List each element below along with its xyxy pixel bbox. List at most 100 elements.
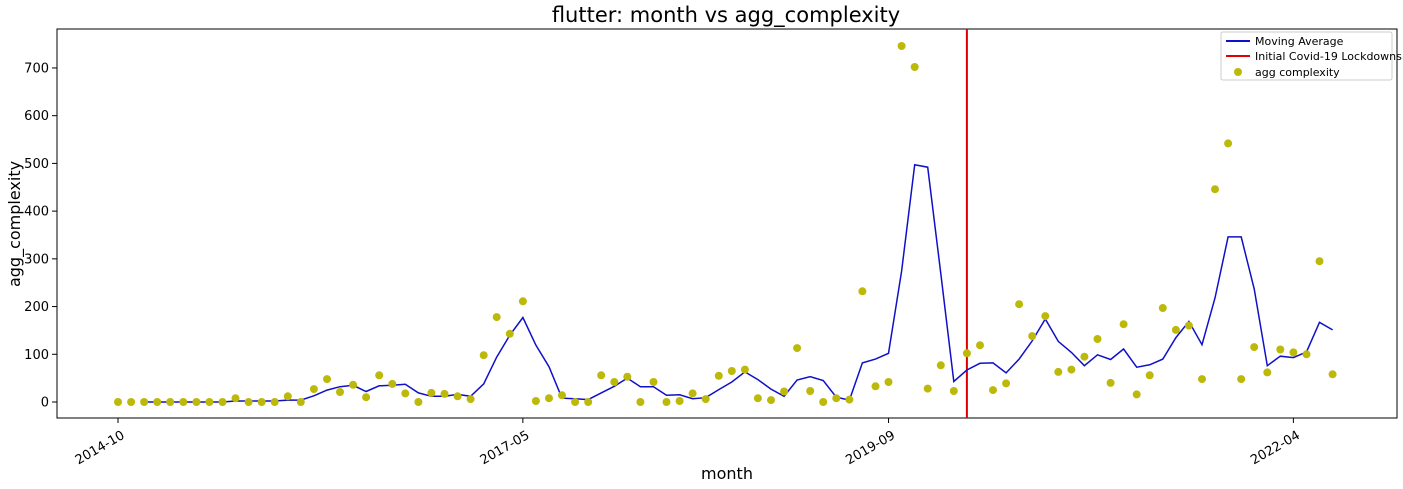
scatter-point bbox=[1250, 343, 1259, 352]
scatter-point bbox=[571, 398, 580, 406]
scatter-point bbox=[923, 384, 932, 393]
legend-box bbox=[1220, 31, 1393, 81]
y-tick-label: 500 bbox=[24, 157, 49, 172]
scatter-point bbox=[897, 42, 906, 50]
y-tick-label: 400 bbox=[24, 205, 49, 220]
scatter-point bbox=[636, 398, 645, 406]
scatter-point bbox=[1328, 370, 1337, 379]
x-tick-label: 2022-04 bbox=[1248, 428, 1303, 468]
scatter-point bbox=[584, 398, 593, 406]
scatter-point bbox=[623, 372, 632, 381]
scatter-point bbox=[688, 389, 697, 398]
scatter-point bbox=[1145, 371, 1154, 380]
scatter-point bbox=[1080, 352, 1089, 361]
scatter-point bbox=[753, 394, 762, 403]
scatter-point bbox=[649, 378, 658, 386]
scatter-point bbox=[231, 394, 240, 403]
scatter-point bbox=[793, 344, 802, 353]
scatter-point bbox=[179, 398, 188, 406]
scatter-point bbox=[205, 398, 214, 406]
scatter-point bbox=[479, 351, 488, 360]
scatter-point bbox=[414, 398, 423, 406]
scatter-point bbox=[871, 382, 880, 391]
scatter-point bbox=[492, 313, 501, 322]
scatter-point bbox=[740, 365, 749, 374]
scatter-point bbox=[114, 398, 122, 406]
scatter-point bbox=[336, 388, 344, 396]
legend-moving-average-label: Moving Average bbox=[1255, 35, 1344, 48]
x-tick-label: 2014-10 bbox=[73, 428, 128, 468]
scatter-point bbox=[884, 378, 893, 386]
scatter-point bbox=[531, 397, 540, 405]
scatter-point bbox=[401, 389, 410, 398]
scatter-point bbox=[1119, 320, 1128, 329]
scatter-point bbox=[1041, 312, 1050, 321]
chart-title: flutter: month vs agg_complexity bbox=[552, 3, 900, 28]
scatter-point bbox=[962, 349, 971, 358]
scatter-point bbox=[1171, 325, 1180, 334]
scatter-point bbox=[845, 395, 854, 404]
scatter-point bbox=[1132, 390, 1141, 399]
y-tick-label: 700 bbox=[24, 61, 49, 76]
agg-complexity-points bbox=[114, 42, 1337, 406]
scatter-point bbox=[505, 329, 514, 338]
x-tick-label: 2019-09 bbox=[843, 428, 898, 468]
scatter-point bbox=[309, 385, 318, 394]
y-tick-label: 300 bbox=[24, 252, 49, 267]
scatter-point bbox=[218, 398, 227, 406]
scatter-point bbox=[701, 395, 710, 404]
scatter-point bbox=[1067, 365, 1076, 374]
plot-frame bbox=[56, 28, 1398, 419]
scatter-point bbox=[819, 398, 828, 406]
scatter-point bbox=[1054, 367, 1063, 376]
scatter-point bbox=[1093, 335, 1102, 343]
scatter-point bbox=[283, 392, 292, 401]
scatter-point bbox=[858, 287, 867, 296]
x-axis: 2014-10 2017-05 2019-09 2022-04 bbox=[73, 418, 1303, 468]
scatter-point bbox=[296, 398, 305, 406]
scatter-point bbox=[1106, 378, 1115, 387]
scatter-point bbox=[166, 398, 175, 406]
scatter-point bbox=[1276, 345, 1285, 354]
legend-agg-complexity-marker bbox=[1234, 68, 1242, 76]
scatter-point bbox=[518, 297, 527, 306]
scatter-point bbox=[832, 394, 841, 403]
scatter-point bbox=[545, 394, 553, 403]
moving-average-line bbox=[144, 163, 1333, 403]
y-tick-label: 200 bbox=[24, 300, 49, 315]
scatter-point bbox=[949, 387, 958, 395]
scatter-point bbox=[780, 387, 789, 396]
scatter-point bbox=[466, 395, 475, 404]
scatter-point bbox=[675, 397, 684, 405]
scatter-point bbox=[976, 341, 984, 350]
legend-covid-label: Initial Covid-19 Lockdowns bbox=[1255, 50, 1402, 63]
scatter-point bbox=[610, 378, 619, 386]
y-tick-label: 100 bbox=[24, 348, 49, 363]
scatter-point bbox=[727, 367, 736, 375]
scatter-point bbox=[153, 398, 162, 406]
scatter-point bbox=[257, 398, 266, 406]
scatter-point bbox=[806, 387, 815, 395]
legend-agg-complexity-label: agg complexity bbox=[1255, 66, 1340, 79]
scatter-point bbox=[244, 398, 253, 406]
scatter-point bbox=[910, 63, 919, 71]
scatter-point bbox=[440, 389, 449, 398]
scatter-point bbox=[1237, 375, 1246, 384]
scatter-point bbox=[1263, 368, 1272, 377]
scatter-point bbox=[1224, 139, 1233, 148]
legend: Moving Average Initial Covid-19 Lockdown… bbox=[1220, 31, 1402, 81]
y-tick-label: 600 bbox=[24, 109, 49, 124]
scatter-point bbox=[1015, 300, 1024, 309]
scatter-point bbox=[1211, 185, 1219, 194]
scatter-point bbox=[1158, 304, 1167, 312]
scatter-point bbox=[375, 371, 384, 380]
scatter-point bbox=[323, 375, 331, 384]
scatter-point bbox=[1002, 379, 1011, 388]
scatter-point bbox=[1315, 257, 1324, 266]
scatter-point bbox=[270, 398, 279, 406]
scatter-point bbox=[140, 398, 149, 406]
scatter-point bbox=[989, 386, 997, 395]
x-tick-label: 2017-05 bbox=[478, 428, 533, 468]
scatter-point bbox=[427, 388, 436, 397]
scatter-point bbox=[662, 398, 671, 406]
